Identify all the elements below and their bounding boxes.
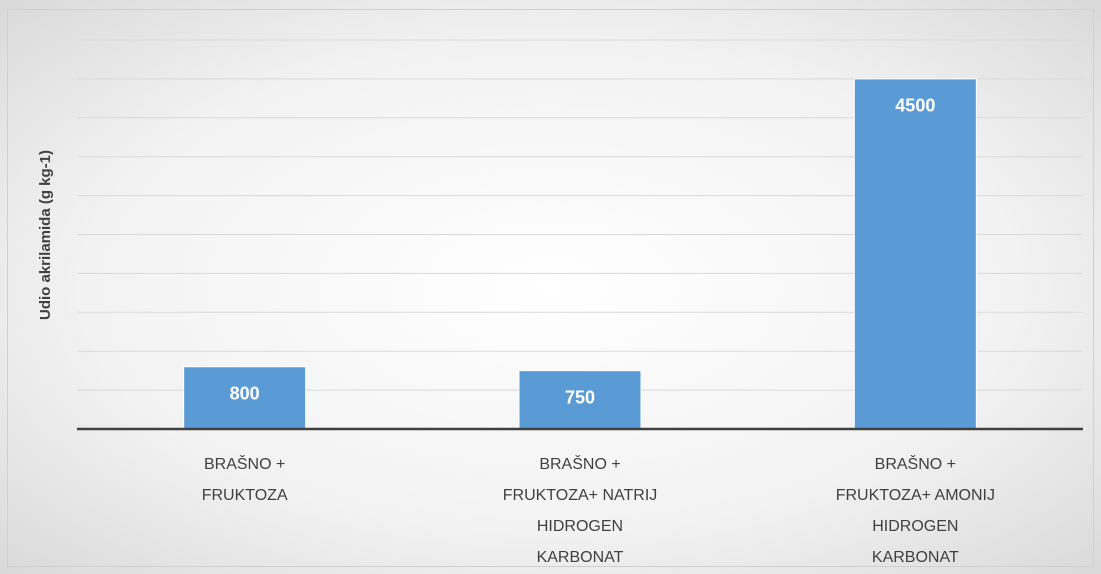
- x-tick-label: BRAŠNO + FRUKTOZA: [201, 456, 288, 504]
- data-label: 800: [230, 384, 260, 404]
- y-axis-title: Udio akrilamida (g kg-1): [37, 150, 54, 320]
- data-label: 750: [565, 387, 595, 407]
- bar: [183, 366, 307, 430]
- bar: [853, 78, 977, 430]
- x-tick-label: BRAŠNO + FRUKTOZA+ NATRIJ HIDROGEN KARBO…: [502, 456, 658, 566]
- bar: [518, 370, 642, 430]
- x-tick-label: BRAŠNO + FRUKTOZA+ AMONIJ HIDROGEN KARBO…: [835, 456, 995, 566]
- chart-frame: [7, 9, 1094, 567]
- data-label: 4500: [895, 96, 935, 116]
